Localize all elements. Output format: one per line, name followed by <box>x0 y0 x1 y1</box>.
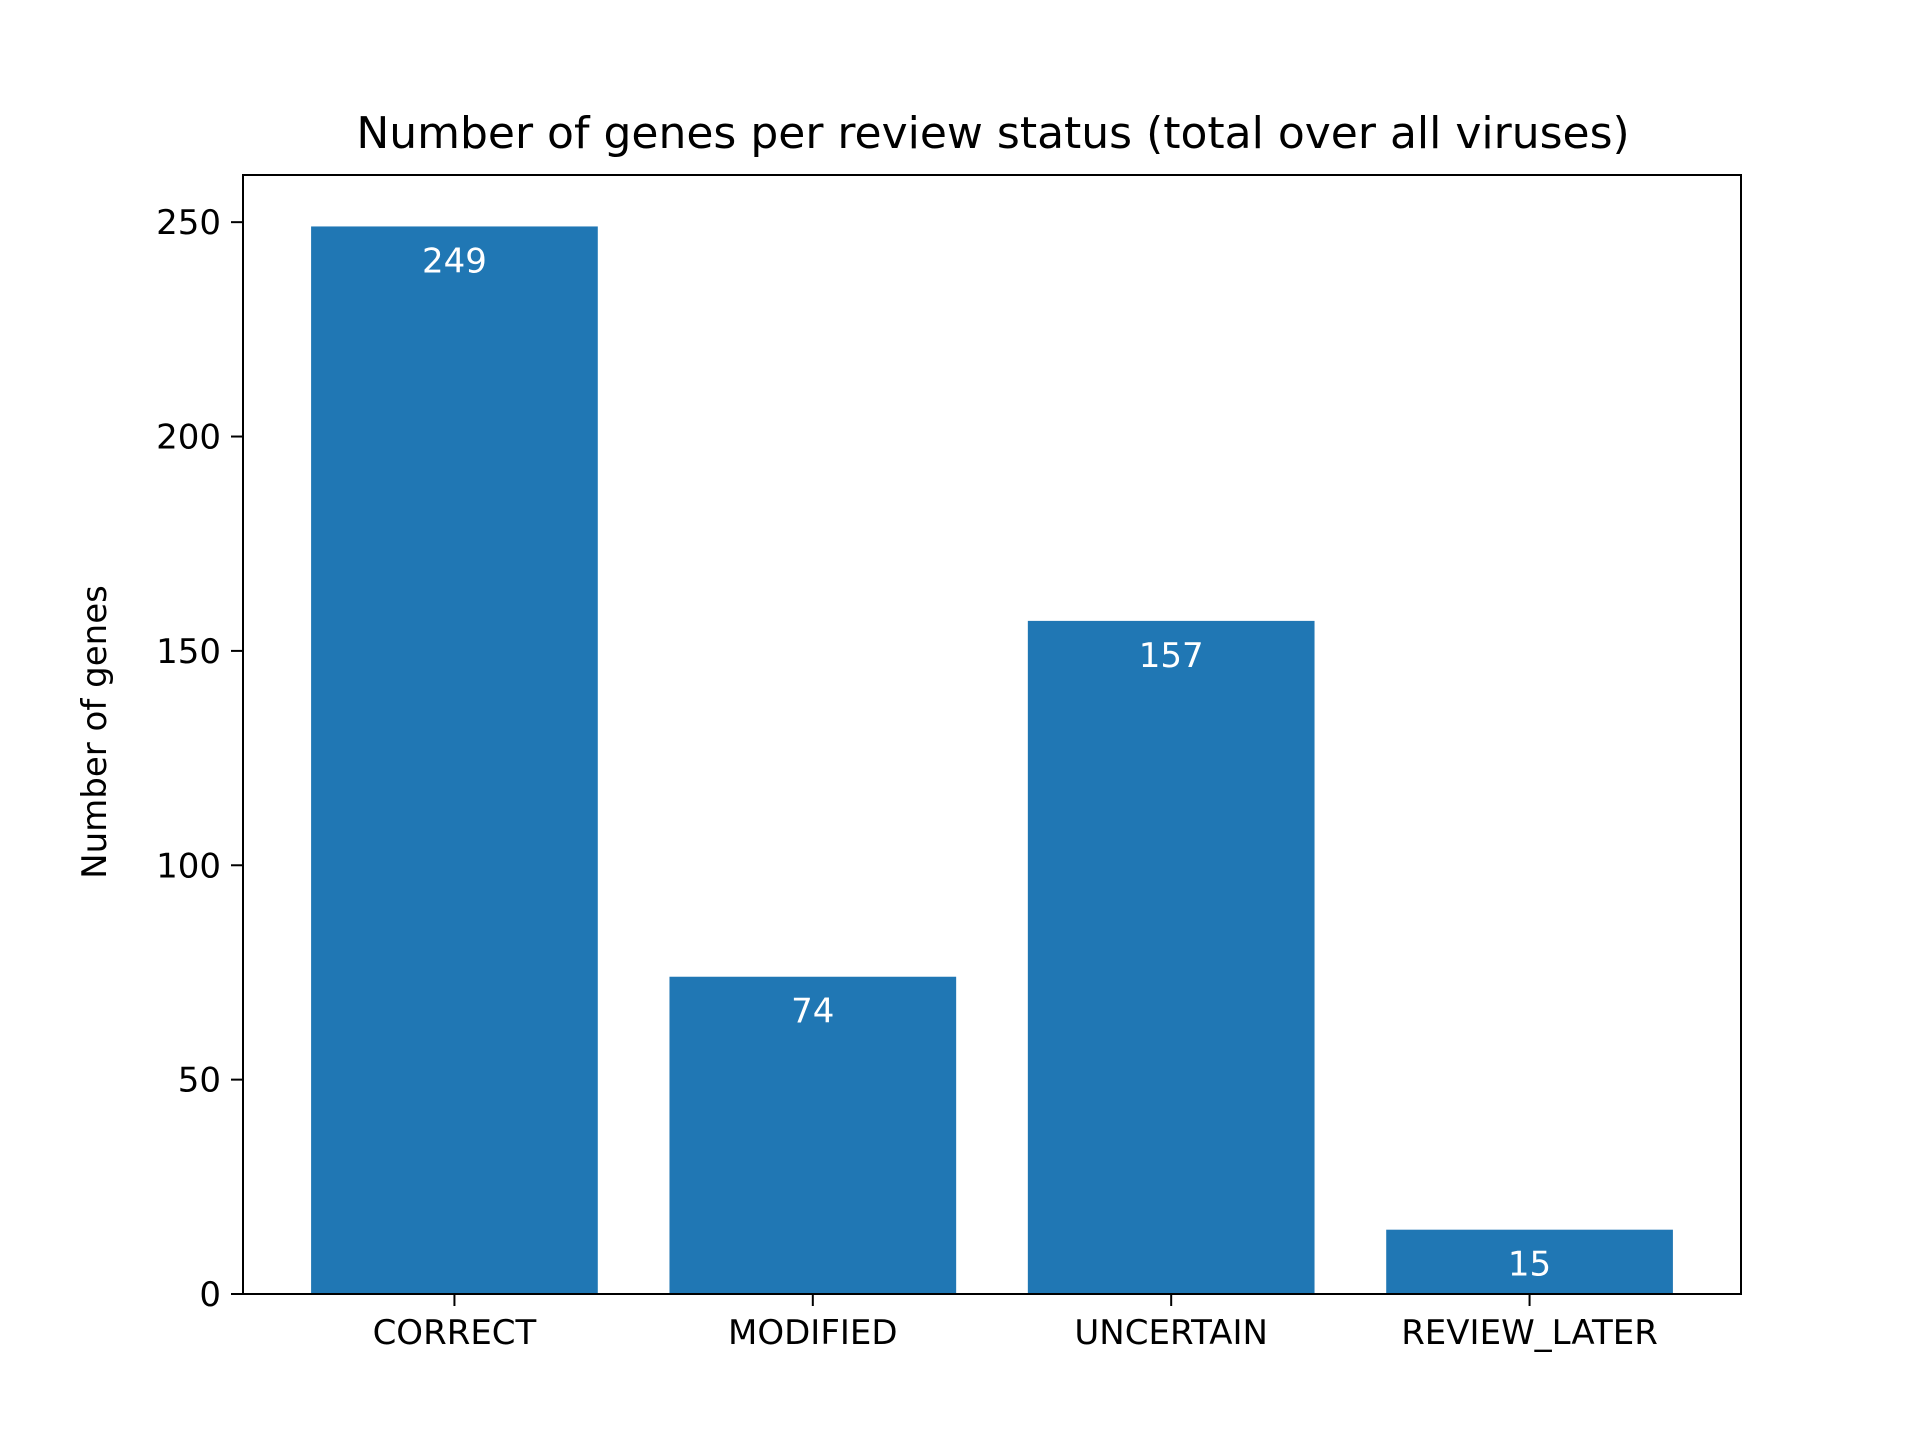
x-tick-label: UNCERTAIN <box>1074 1313 1268 1353</box>
bars-layer: 249 74 157 15 <box>311 226 1673 1295</box>
chart-title: Number of genes per review status (total… <box>356 108 1629 159</box>
y-axis-label: Number of genes <box>75 585 115 879</box>
x-tick-label: CORRECT <box>373 1313 537 1353</box>
bar-value-label: 157 <box>1139 636 1204 676</box>
bar-uncertain <box>1027 620 1315 1294</box>
x-tick-label: MODIFIED <box>728 1313 898 1353</box>
bar-correct <box>311 226 598 1295</box>
x-tick-label: REVIEW_LATER <box>1401 1313 1658 1353</box>
y-tick-label: 50 <box>178 1061 221 1101</box>
bar-value-label: 74 <box>791 992 834 1032</box>
y-tick-label: 200 <box>156 418 221 458</box>
bar-value-label: 249 <box>422 241 487 281</box>
bar-value-label: 15 <box>1508 1245 1551 1285</box>
y-tick-label: 150 <box>156 632 221 672</box>
plot-frame <box>242 174 1742 1295</box>
y-tick-label: 250 <box>156 203 221 243</box>
y-tick-label: 0 <box>199 1275 221 1315</box>
bar-review-later <box>1386 1229 1673 1294</box>
bar-modified <box>669 976 957 1294</box>
axes-layer: CORRECT MODIFIED UNCERTAIN REVIEW_LATER 0 50 1… <box>156 174 1742 1353</box>
y-tick-label: 100 <box>156 846 221 886</box>
